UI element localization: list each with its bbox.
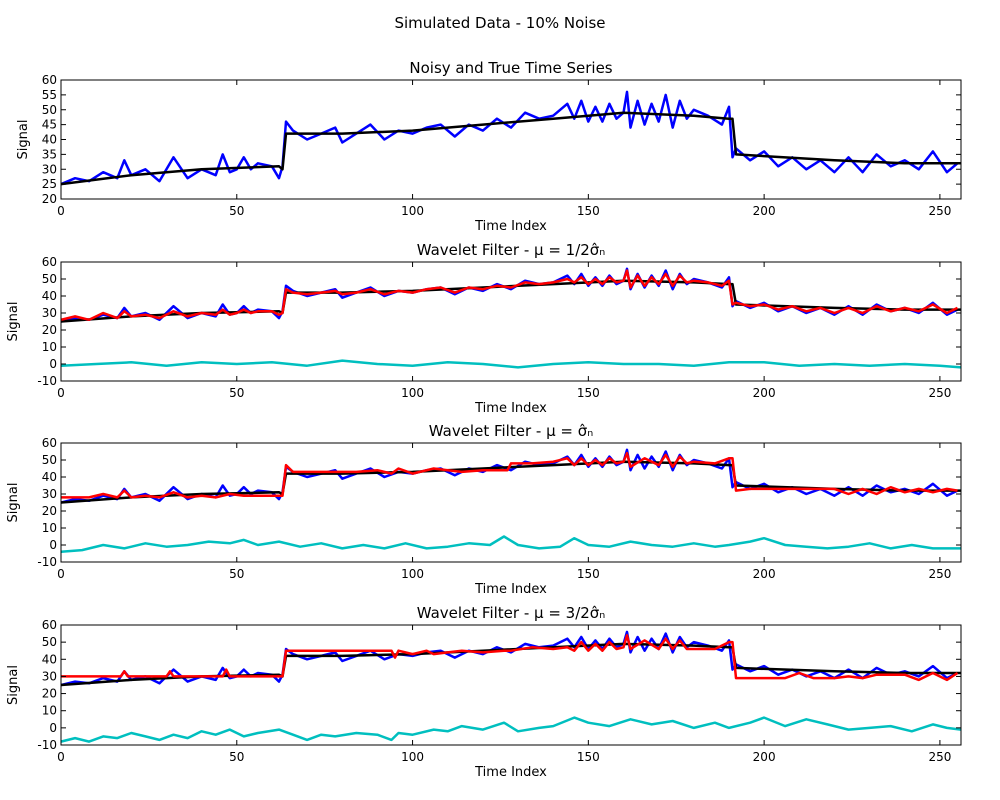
- series-line-filtered: [61, 451, 958, 499]
- x-tick-label: 100: [401, 386, 424, 400]
- x-tick-label: 150: [577, 204, 600, 218]
- x-axis-label: Time Index: [474, 582, 547, 597]
- y-axis-label: Signal: [6, 483, 21, 523]
- y-tick-label: 60: [42, 436, 57, 450]
- series-line-residual: [61, 535, 961, 554]
- y-tick-label: 25: [42, 177, 57, 191]
- x-tick-label: 0: [57, 386, 65, 400]
- x-axis-label: Time Index: [474, 765, 547, 780]
- y-tick-label: 30: [42, 669, 57, 683]
- x-tick-label: 250: [928, 750, 951, 764]
- y-tick-label: -10: [37, 738, 57, 752]
- y-tick-label: 45: [42, 118, 57, 132]
- series-line-filtered: [61, 269, 959, 322]
- y-tick-label: 10: [42, 521, 57, 535]
- series-line-residual: [61, 359, 961, 369]
- series-group: [61, 448, 961, 554]
- x-tick-label: 100: [401, 204, 424, 218]
- series-group: [61, 90, 961, 186]
- series-group: [61, 630, 961, 743]
- y-tick-label: 55: [42, 88, 57, 102]
- axes-frame: [60, 261, 962, 382]
- y-tick-label: 20: [42, 504, 57, 518]
- subplot-title: Wavelet Filter - μ = σ̂ₙ: [429, 422, 593, 440]
- y-tick-label: 10: [42, 704, 57, 718]
- x-tick-label: 200: [753, 386, 776, 400]
- y-tick-label: -10: [37, 555, 57, 569]
- y-tick-label: 0: [49, 538, 57, 552]
- y-tick-label: 60: [42, 255, 57, 269]
- x-tick-label: 150: [577, 386, 600, 400]
- y-tick-label: 0: [49, 721, 57, 735]
- y-tick-label: 50: [42, 635, 57, 649]
- y-axis-label: Signal: [6, 302, 21, 342]
- x-tick-label: 150: [577, 567, 600, 581]
- axes-frame: [60, 624, 962, 746]
- subplot-title: Noisy and True Time Series: [409, 59, 612, 77]
- series-line-residual: [61, 716, 961, 743]
- y-tick-label: 20: [42, 687, 57, 701]
- y-tick-label: 40: [42, 289, 57, 303]
- x-tick-label: 200: [753, 204, 776, 218]
- series-group: [61, 267, 961, 369]
- y-tick-label: 50: [42, 103, 57, 117]
- x-tick-label: 250: [928, 386, 951, 400]
- y-axis-label: Signal: [6, 665, 21, 705]
- x-axis-label: Time Index: [474, 401, 547, 416]
- y-tick-label: 20: [42, 192, 57, 206]
- x-tick-label: 50: [229, 204, 244, 218]
- axes-frame: [60, 79, 962, 200]
- figure-suptitle: Simulated Data - 10% Noise: [394, 14, 605, 32]
- y-tick-label: 50: [42, 272, 57, 286]
- y-tick-label: -10: [37, 374, 57, 388]
- x-tick-label: 50: [229, 750, 244, 764]
- y-tick-label: 50: [42, 453, 57, 467]
- x-tick-label: 200: [753, 567, 776, 581]
- y-tick-label: 40: [42, 470, 57, 484]
- x-tick-label: 100: [401, 750, 424, 764]
- x-tick-label: 0: [57, 567, 65, 581]
- x-tick-label: 50: [229, 567, 244, 581]
- y-tick-label: 30: [42, 487, 57, 501]
- y-tick-label: 60: [42, 618, 57, 632]
- x-tick-label: 0: [57, 204, 65, 218]
- y-tick-label: 20: [42, 323, 57, 337]
- y-tick-label: 60: [42, 73, 57, 87]
- y-tick-label: 35: [42, 147, 57, 161]
- x-tick-label: 0: [57, 750, 65, 764]
- series-line-true: [61, 111, 961, 186]
- y-tick-label: 0: [49, 357, 57, 371]
- axes-frame: [60, 442, 962, 563]
- y-tick-label: 40: [42, 652, 57, 666]
- y-tick-label: 40: [42, 133, 57, 147]
- x-axis-label: Time Index: [474, 219, 547, 234]
- x-tick-label: 200: [753, 750, 776, 764]
- subplot-title: Wavelet Filter - μ = 1/2σ̂ₙ: [417, 241, 606, 259]
- x-tick-label: 100: [401, 567, 424, 581]
- x-tick-label: 50: [229, 386, 244, 400]
- series-line-true: [61, 460, 961, 504]
- x-tick-label: 250: [928, 204, 951, 218]
- x-tick-label: 150: [577, 750, 600, 764]
- y-axis-label: Signal: [16, 120, 31, 160]
- y-tick-label: 30: [42, 162, 57, 176]
- y-tick-label: 10: [42, 340, 57, 354]
- y-tick-label: 30: [42, 306, 57, 320]
- subplot-title: Wavelet Filter - μ = 3/2σ̂ₙ: [417, 604, 606, 622]
- x-tick-label: 250: [928, 567, 951, 581]
- series-line-filtered: [61, 634, 959, 682]
